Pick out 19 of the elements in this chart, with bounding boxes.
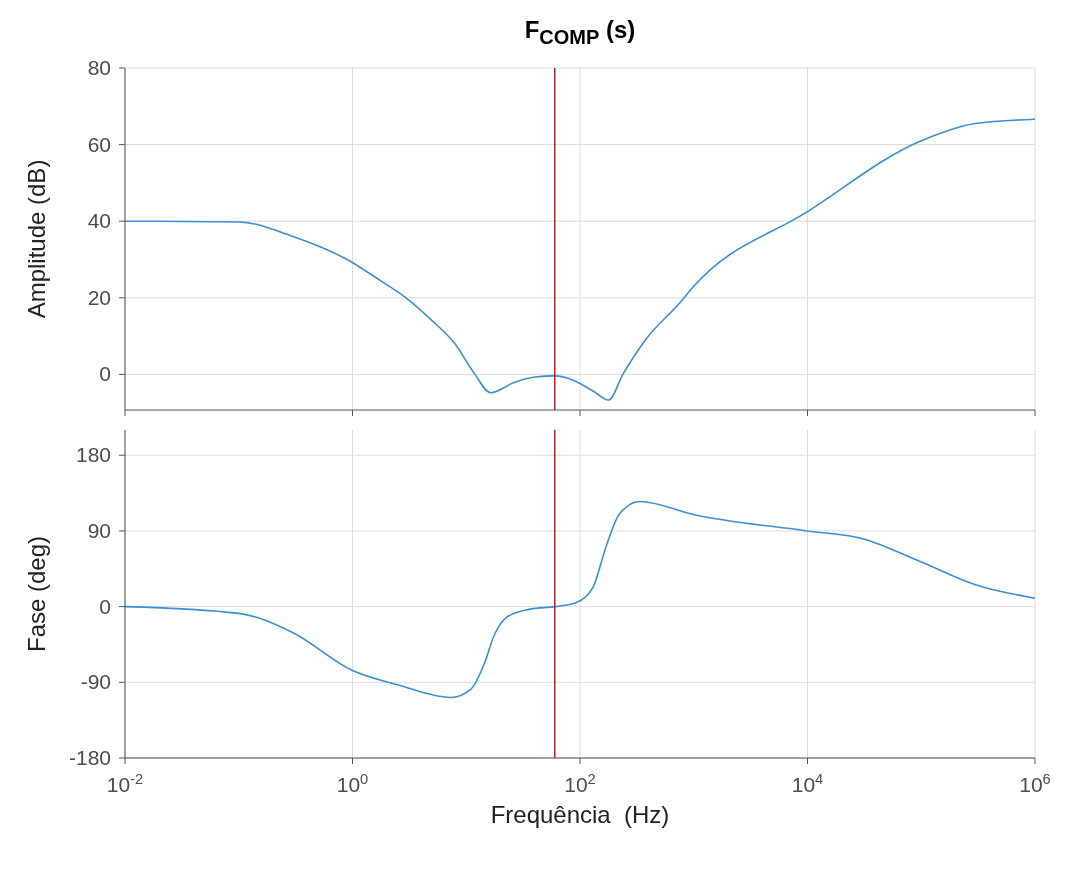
- y-tick-label: 60: [87, 132, 111, 156]
- x-tick-label: 10$^{4}$: [791, 771, 824, 796]
- y-tick-label: 0: [99, 362, 111, 386]
- y-tick-label: 20: [87, 285, 111, 309]
- x-tick-label: 10$^{0}$: [336, 771, 369, 796]
- y-axis-title: Amplitude (dB): [22, 159, 50, 319]
- y-tick-label: -90: [80, 670, 111, 694]
- x-tick-label: 10$^{6}$: [1019, 771, 1051, 796]
- y-tick-label: 80: [87, 56, 111, 79]
- y-tick-label: 0: [99, 594, 111, 618]
- y-tick-label: 40: [87, 209, 111, 233]
- x-tick-label: 10$^{2}$: [564, 771, 596, 796]
- y-tick-label: -180: [68, 746, 111, 769]
- chart-title: F$_{COMP}$ (s): [523, 15, 637, 50]
- x-tick-label: 10$^{-2}$: [106, 771, 144, 796]
- y-tick-label: 90: [87, 518, 111, 542]
- y-axis-title: Fase (deg): [22, 535, 50, 653]
- x-axis-title: Frequência (Hz): [489, 800, 671, 830]
- y-tick-label: 180: [75, 443, 111, 467]
